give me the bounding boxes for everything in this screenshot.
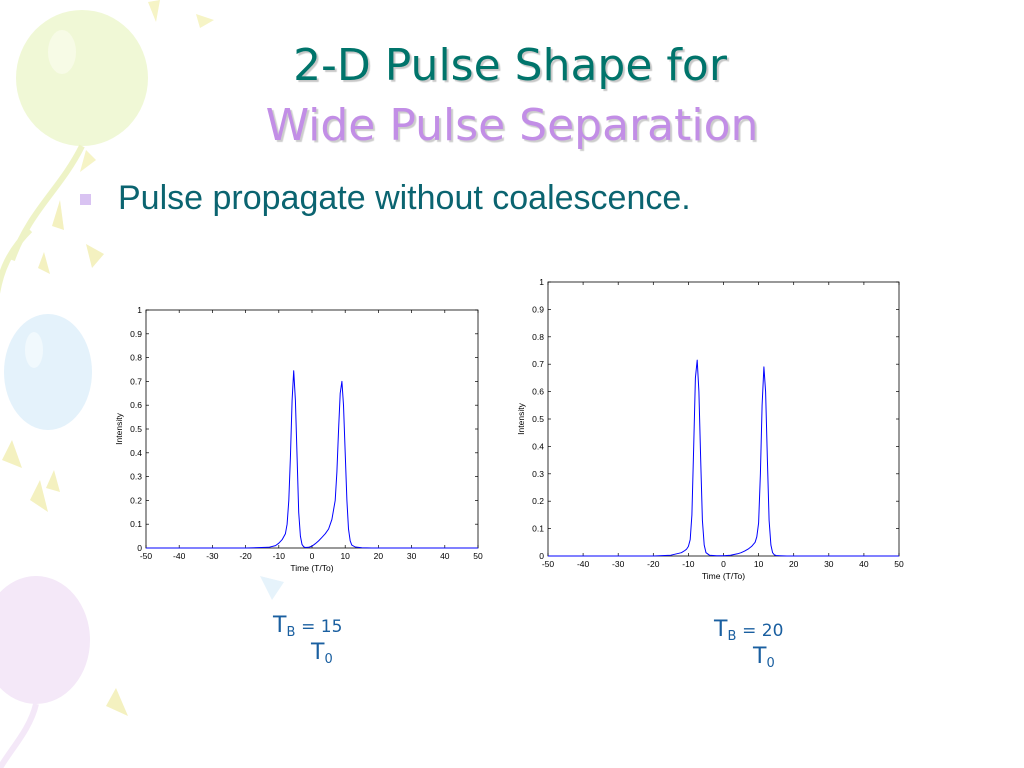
- y-tick-label: 0.4: [130, 448, 142, 458]
- y-tick-label: 0.6: [532, 387, 544, 397]
- y-tick-label: 0.9: [130, 329, 142, 339]
- confetti: [260, 576, 284, 600]
- y-tick-label: 0.5: [130, 424, 142, 434]
- y-tick-label: 0.1: [532, 524, 544, 534]
- x-axis-label: Time (T/To): [702, 571, 745, 581]
- bullet-text: Pulse propagate without coalescence.: [118, 179, 691, 217]
- x-tick-label: 10: [754, 559, 764, 569]
- balloon-string: [0, 703, 39, 768]
- x-tick-label: 30: [824, 559, 834, 569]
- green-balloon-shine: [48, 30, 76, 74]
- y-tick-label: 0.1: [130, 519, 142, 529]
- x-tick-label: 50: [473, 551, 483, 561]
- y-tick-label: 0.2: [130, 495, 142, 505]
- x-tick-label: -30: [206, 551, 219, 561]
- x-tick-label: 0: [310, 551, 315, 561]
- pulse-series-line: [146, 370, 478, 549]
- balloon-string: [0, 227, 33, 295]
- pulse-chart-2: -50 -40 -30 -20 -10 0 10 20 30 40 50 0 0.1 0.2 0.3 0.4 0…: [516, 277, 904, 581]
- confetti: [52, 200, 64, 230]
- pulse-chart-1: -50 -40 -30 -20 -10 0 10 20 30 40 50 0 0.1 0.2 0.3 0.4 0…: [114, 305, 483, 573]
- confetti: [86, 244, 104, 268]
- annotation-tb-15: TB = 15 T0: [273, 613, 343, 667]
- x-tick-label: -40: [577, 559, 590, 569]
- y-tick-label: 0.6: [130, 400, 142, 410]
- y-tick-label: 0.3: [532, 469, 544, 479]
- x-tick-label: 50: [894, 559, 904, 569]
- balloon-string: [9, 144, 85, 262]
- y-tick-label: 0.3: [130, 472, 142, 482]
- x-tick-label: -10: [682, 559, 695, 569]
- x-tick-label: -50: [140, 551, 153, 561]
- plot-frame: [145, 309, 479, 549]
- confetti: [2, 440, 22, 468]
- y-tick-label: 0.4: [532, 441, 544, 451]
- slide-title-line2: Wide Pulse Separation: [265, 100, 759, 151]
- y-tick-label: 0.2: [532, 496, 544, 506]
- x-tick-label: 20: [789, 559, 799, 569]
- confetti: [80, 150, 96, 172]
- y-tick-label: 0.8: [130, 353, 142, 363]
- pink-balloon: [0, 576, 90, 704]
- pulse-series-line: [548, 359, 899, 557]
- y-tick-label: 0: [137, 543, 142, 553]
- y-tick-label: 0.8: [532, 332, 544, 342]
- x-tick-label: 20: [374, 551, 384, 561]
- slide-title-line1: 2-D Pulse Shape for: [293, 40, 727, 91]
- x-tick-label: 40: [859, 559, 869, 569]
- y-axis-label: Intensity: [516, 402, 526, 434]
- confetti: [46, 470, 60, 492]
- confetti: [196, 14, 214, 28]
- annotation-tb-20: TB = 20 T0: [714, 617, 784, 671]
- blue-balloon: [4, 314, 92, 430]
- x-tick-label: -50: [542, 559, 555, 569]
- x-tick-label: -30: [612, 559, 625, 569]
- x-tick-label: -10: [273, 551, 286, 561]
- y-axis-label: Intensity: [114, 412, 124, 444]
- blue-balloon-shine: [25, 332, 43, 368]
- y-tick-label: 0.7: [130, 376, 142, 386]
- confetti: [148, 0, 160, 22]
- x-tick-label: 0: [721, 559, 726, 569]
- confetti: [38, 252, 50, 274]
- x-tick-label: 40: [440, 551, 450, 561]
- x-axis-label: Time (T/To): [290, 563, 333, 573]
- y-tick-label: 0.7: [532, 359, 544, 369]
- x-tick-label: -40: [173, 551, 186, 561]
- confetti: [30, 480, 48, 512]
- x-tick-label: 30: [407, 551, 417, 561]
- x-tick-label: -20: [239, 551, 252, 561]
- plot-frame: [547, 281, 900, 557]
- confetti: [106, 688, 128, 716]
- y-tick-label: 1: [137, 305, 142, 315]
- x-tick-label: 10: [340, 551, 350, 561]
- bullet-square-icon: [80, 194, 91, 205]
- y-tick-label: 0: [539, 551, 544, 561]
- x-tick-label: -20: [647, 559, 660, 569]
- y-tick-label: 0.5: [532, 414, 544, 424]
- y-tick-label: 1: [539, 277, 544, 287]
- y-tick-label: 0.9: [532, 304, 544, 314]
